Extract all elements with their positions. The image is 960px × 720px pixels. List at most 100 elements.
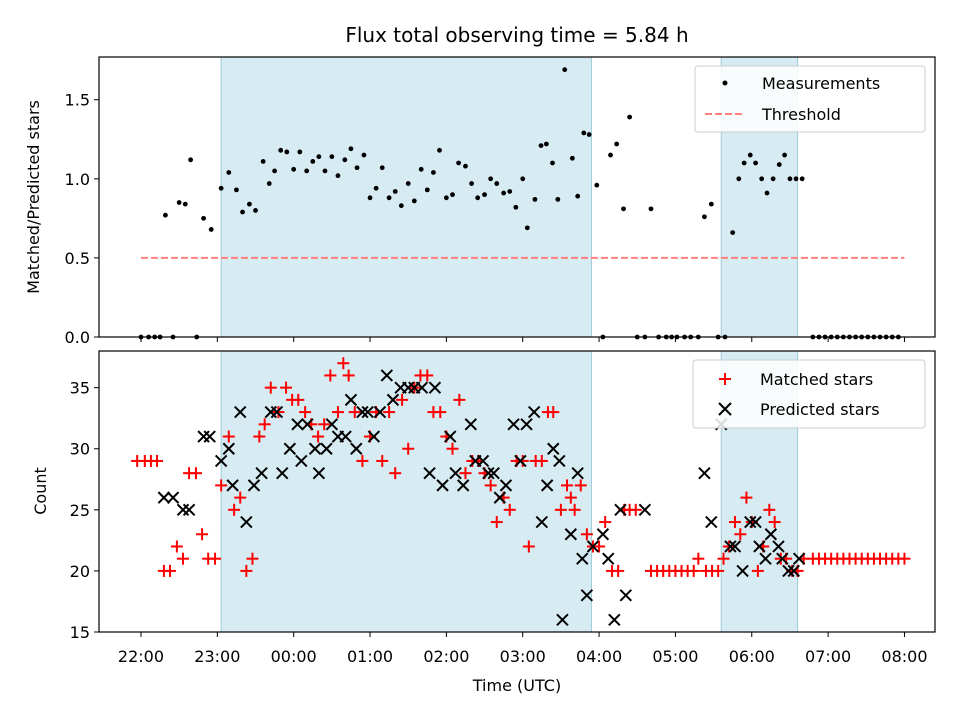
predicted-star-point	[744, 515, 757, 529]
matched-star-point	[734, 528, 747, 541]
measurement-point	[367, 195, 373, 201]
top-shaded-intervals	[220, 56, 799, 338]
top-y-tick-label: 1.5	[65, 91, 90, 110]
top-y-tick-label: 0.5	[65, 249, 90, 268]
measurement-point	[787, 176, 793, 182]
predicted-star-point	[476, 454, 490, 468]
measurement-point	[543, 141, 549, 147]
predicted-star-point	[456, 479, 470, 492]
predicted-star-point	[240, 515, 253, 529]
matched-star-point	[580, 528, 593, 541]
matched-star-point	[459, 467, 472, 480]
measurement-point	[475, 195, 481, 201]
predicted-star-point	[520, 418, 533, 431]
predicted-star-point	[547, 442, 560, 455]
measurement-point	[594, 182, 600, 188]
measurement-point	[424, 187, 430, 193]
predicted-star-point	[203, 430, 216, 443]
measurement-point	[513, 204, 519, 210]
measurement-point	[284, 149, 290, 155]
legend-matched-label: Matched stars	[760, 370, 873, 389]
matched-star-point	[176, 552, 189, 565]
measurement-point	[322, 168, 328, 174]
matched-star-point	[484, 479, 497, 492]
measurement-point	[361, 152, 367, 158]
legend-predicted-label: Predicted stars	[760, 400, 880, 419]
matched-star-point	[342, 369, 355, 382]
bottom-panel: 15 20 25 30 35 22:00 23:00 00:00 01:00 02:00 03:0…	[31, 350, 936, 695]
measurement-point	[240, 209, 245, 215]
predicted-star-point	[428, 381, 442, 394]
predicted-star-point	[792, 552, 806, 565]
matched-star-point	[446, 442, 459, 455]
predicted-star-point	[705, 515, 718, 529]
predicted-star-point	[482, 466, 495, 480]
measurement-point	[260, 159, 266, 164]
matched-star-point	[337, 357, 350, 370]
matched-star-point	[215, 479, 228, 492]
predicted-star-point	[614, 503, 627, 517]
top-y-tick-label: 1.0	[65, 170, 90, 189]
predicted-star-point	[638, 503, 652, 517]
matched-star-point	[228, 503, 241, 516]
legend-predicted-marker	[718, 402, 732, 416]
top-y-axis-ticks: 0.0 0.5 1.0 1.5	[65, 91, 99, 347]
predicted-star-point	[226, 479, 239, 492]
predicted-star-point	[301, 418, 314, 431]
measurement-point	[776, 162, 782, 167]
measurement-point	[431, 170, 436, 175]
predicted-star-point	[361, 405, 374, 419]
matched-star-point	[612, 564, 625, 577]
measurement-point	[456, 160, 461, 166]
measurement-point	[586, 132, 592, 137]
predicted-star-point	[166, 491, 180, 504]
measurement-point	[386, 195, 392, 201]
predicted-star-point	[736, 564, 749, 578]
measurement-point	[793, 176, 799, 182]
matched-star-point	[396, 393, 409, 406]
measurement-point	[581, 130, 587, 136]
measurement-point	[621, 206, 626, 212]
predicted-star-point	[782, 564, 795, 578]
top-y-axis-label: Matched/Predicted stars	[24, 100, 43, 294]
predicted-star-point	[507, 418, 520, 431]
predicted-star-point	[339, 430, 352, 443]
matched-star-point	[151, 454, 164, 467]
x-tick-label: 05:00	[652, 647, 698, 666]
bottom-y-tick-label: 25	[70, 501, 90, 520]
predicted-star-point	[571, 466, 584, 480]
measurement-point	[524, 225, 530, 231]
bottom-y-axis-label: Count	[31, 467, 50, 515]
matched-star-point	[547, 406, 560, 419]
x-tick-label: 22:00	[118, 647, 164, 666]
measurement-point	[398, 203, 404, 209]
measurement-point	[297, 149, 303, 155]
predicted-star-point	[380, 369, 394, 382]
predicted-star-point	[759, 552, 772, 565]
measurement-point	[418, 166, 424, 172]
measurement-point	[253, 208, 258, 213]
predicted-star-point	[564, 528, 578, 541]
matched-star-point	[246, 552, 259, 565]
measurement-point	[354, 165, 360, 171]
top-legend: Measurements Threshold	[694, 65, 926, 133]
measurement-point	[494, 181, 500, 186]
bottom-y-tick-label: 35	[70, 379, 90, 398]
measurement-point	[501, 190, 507, 196]
bottom-y-tick-label: 30	[70, 440, 90, 459]
measurement-point	[291, 166, 297, 172]
matched-star-point	[376, 454, 389, 467]
matched-star-point	[164, 564, 177, 577]
predicted-star-point	[312, 466, 326, 480]
matched-star-point	[240, 564, 253, 577]
predicted-star-point	[608, 613, 621, 626]
measurement-point	[437, 147, 442, 153]
matched-star-point	[331, 406, 344, 419]
measurement-point	[648, 206, 654, 212]
predicted-star-point	[553, 454, 566, 468]
measurement-point	[555, 196, 561, 202]
matched-star-point	[692, 552, 705, 565]
matched-star-point	[356, 454, 369, 467]
predicted-star-point	[772, 540, 785, 553]
predicted-star-point	[320, 442, 333, 455]
